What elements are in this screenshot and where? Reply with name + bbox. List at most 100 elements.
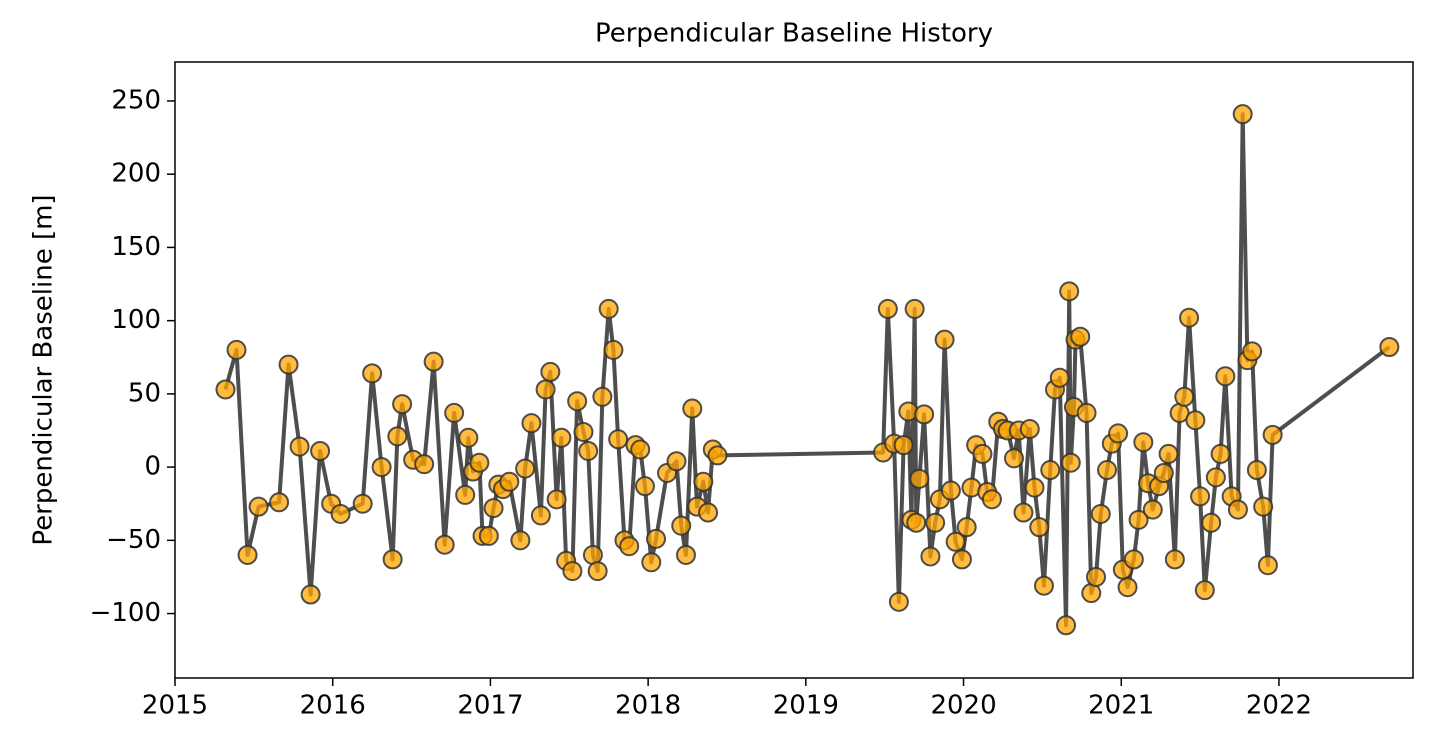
data-point [1242, 341, 1263, 362]
data-point [362, 363, 383, 384]
y-tick-label: 150 [111, 232, 161, 262]
data-point [1210, 443, 1231, 464]
data-point [1013, 502, 1034, 523]
data-point [1227, 499, 1248, 520]
data-point [248, 496, 269, 517]
data-point [1262, 424, 1283, 445]
data-point [1090, 503, 1111, 524]
data-point [434, 534, 455, 555]
data-point [215, 379, 236, 400]
data-point [1215, 366, 1236, 387]
data-point [1201, 512, 1222, 533]
data-point [352, 493, 373, 514]
data-point [888, 591, 909, 612]
y-tick-label: 100 [111, 305, 161, 335]
data-point [914, 404, 935, 425]
data-point [598, 298, 619, 319]
data-point [671, 515, 692, 536]
data-point [310, 440, 331, 461]
x-tick-label: 2021 [1088, 691, 1154, 721]
data-point [1185, 410, 1206, 431]
chart-title: Perpendicular Baseline History [595, 19, 993, 49]
data-point [1097, 460, 1118, 481]
data-point [945, 531, 966, 552]
data-point [972, 443, 993, 464]
data-point [1205, 467, 1226, 488]
data-point [515, 458, 536, 479]
data-point [551, 427, 572, 448]
data-point [237, 544, 258, 565]
data-point [877, 298, 898, 319]
data-point [981, 489, 1002, 510]
data-point [940, 480, 961, 501]
y-tick-label: 0 [144, 452, 161, 482]
data-point [1190, 486, 1211, 507]
data-point [567, 391, 588, 412]
y-axis-label: Perpendicular Baseline [m] [29, 194, 59, 545]
data-point [1049, 367, 1070, 388]
data-point [675, 544, 696, 565]
data-point [483, 498, 504, 519]
data-point [956, 517, 977, 538]
data-point [641, 552, 662, 573]
data-point [1108, 423, 1129, 444]
data-point [630, 439, 651, 460]
data-point [469, 452, 490, 473]
x-tick-label: 2020 [930, 691, 996, 721]
data-point [478, 525, 499, 546]
data-point [1056, 615, 1077, 636]
y-tick-label: 200 [111, 159, 161, 189]
data-point [330, 503, 351, 524]
data-point [455, 484, 476, 505]
data-point [1086, 566, 1107, 587]
data-point [1076, 402, 1097, 423]
y-tick-label: 250 [111, 85, 161, 115]
x-tick-label: 2016 [300, 691, 366, 721]
x-tick-label: 2022 [1246, 691, 1312, 721]
data-point [1194, 580, 1215, 601]
data-point [608, 429, 629, 450]
series-line [223, 112, 1391, 628]
data-point [1040, 460, 1061, 481]
data-point [1153, 462, 1174, 483]
data-point [530, 505, 551, 526]
data-point [1379, 337, 1400, 358]
y-tick-label: −50 [106, 525, 161, 555]
data-point [693, 471, 714, 492]
data-point [1024, 477, 1045, 498]
data-point [1133, 432, 1154, 453]
data-point [920, 546, 941, 567]
data-point [510, 530, 531, 551]
data-point [1253, 496, 1274, 517]
data-point [1179, 307, 1200, 328]
data-point [1164, 549, 1185, 570]
data-point [893, 435, 914, 456]
x-tick-label: 2018 [615, 691, 681, 721]
data-point [1246, 460, 1267, 481]
data-point [934, 329, 955, 350]
data-point [951, 549, 972, 570]
data-point [698, 502, 719, 523]
data-point [1070, 326, 1091, 347]
data-point [573, 421, 594, 442]
x-tick-label: 2017 [457, 691, 523, 721]
x-tick-label: 2019 [773, 691, 839, 721]
data-point [1059, 281, 1080, 302]
data-point [904, 298, 925, 319]
data-point [444, 402, 465, 423]
data-point [578, 440, 599, 461]
data-point [1029, 517, 1050, 538]
data-point [521, 413, 542, 434]
data-point [392, 394, 413, 415]
data-point [634, 476, 655, 497]
data-point [269, 492, 290, 513]
data-point [666, 451, 687, 472]
data-point [1033, 575, 1054, 596]
data-point [1123, 549, 1144, 570]
data-point [909, 468, 930, 489]
data-point [371, 457, 392, 478]
data-point [1232, 104, 1253, 125]
data-point [603, 339, 624, 360]
data-point [458, 427, 479, 448]
data-point [535, 379, 556, 400]
